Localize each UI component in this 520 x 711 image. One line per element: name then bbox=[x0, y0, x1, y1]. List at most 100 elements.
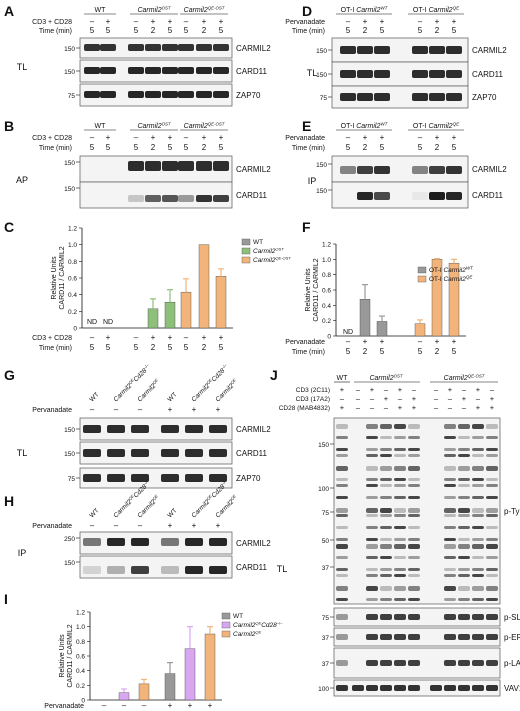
protein-band bbox=[458, 484, 470, 487]
band bbox=[131, 449, 149, 457]
band bbox=[162, 44, 178, 51]
legend-swatch bbox=[241, 238, 251, 246]
mw-marker: 150 bbox=[64, 451, 75, 458]
y-tick-label: 1.2 bbox=[322, 242, 331, 249]
time-label: Time (min) bbox=[39, 145, 72, 152]
protein-band bbox=[394, 586, 406, 591]
protein-band bbox=[366, 598, 378, 601]
lane-sign: – bbox=[356, 394, 361, 403]
band bbox=[446, 46, 462, 54]
protein-band bbox=[472, 556, 484, 559]
lane-sign: + bbox=[151, 333, 156, 342]
protein-band bbox=[336, 526, 348, 529]
lane-time: 5 bbox=[346, 26, 351, 35]
group-label: Carmil2OST bbox=[137, 121, 170, 130]
lane-sign: – bbox=[114, 521, 119, 530]
protein-band bbox=[486, 508, 498, 513]
lane-time: 5 bbox=[106, 143, 111, 152]
protein-band bbox=[380, 568, 392, 571]
protein-band bbox=[408, 496, 420, 499]
lane-sign: + bbox=[435, 17, 440, 26]
group-label: OT-I Carmil2WT bbox=[341, 6, 389, 15]
mw-marker: 37 bbox=[322, 635, 330, 642]
y-tick-label: 0.2 bbox=[76, 683, 85, 690]
band bbox=[107, 538, 125, 546]
lane-sign: + bbox=[452, 337, 457, 346]
band bbox=[213, 44, 229, 51]
lane-time: 2 bbox=[435, 347, 440, 356]
band bbox=[472, 685, 484, 691]
condition-label: Pervanadate bbox=[285, 339, 325, 346]
protein-band bbox=[366, 454, 378, 457]
band bbox=[336, 685, 348, 691]
band bbox=[84, 44, 100, 51]
lane-sign: + bbox=[462, 394, 467, 403]
protein-band bbox=[486, 424, 498, 429]
protein-band bbox=[380, 514, 392, 517]
bar bbox=[147, 308, 159, 329]
band bbox=[446, 166, 462, 174]
bar-chart-C bbox=[79, 227, 233, 329]
bar bbox=[184, 648, 196, 701]
lane-sign: + bbox=[106, 17, 111, 26]
time-label: Time (min) bbox=[292, 145, 325, 152]
mw-marker: 37 bbox=[322, 565, 330, 572]
legend-swatch bbox=[221, 630, 231, 638]
lane-sign: + bbox=[380, 17, 385, 26]
lane-sign: + bbox=[202, 17, 207, 26]
band bbox=[429, 93, 445, 101]
protein-band bbox=[472, 484, 484, 487]
protein-band bbox=[380, 556, 392, 559]
legend-swatch bbox=[241, 256, 251, 264]
legend-label: WT bbox=[253, 239, 263, 246]
band bbox=[357, 166, 373, 174]
mw-marker: 150 bbox=[318, 442, 329, 449]
y-tick-label: 0.8 bbox=[322, 272, 331, 279]
band bbox=[408, 685, 420, 691]
blot-label: CARD11 bbox=[236, 449, 268, 458]
lane-time: 5 bbox=[90, 26, 95, 35]
protein-band bbox=[336, 496, 348, 499]
condition-label: CD3 + CD28 bbox=[32, 135, 72, 142]
band bbox=[196, 91, 212, 98]
condition-label: CD3 + CD28 bbox=[32, 335, 72, 342]
protein-band bbox=[408, 466, 420, 471]
bar bbox=[138, 683, 150, 701]
band bbox=[178, 44, 194, 51]
band bbox=[394, 685, 406, 691]
blot-card11 bbox=[79, 555, 233, 579]
band bbox=[83, 566, 101, 574]
protein-band bbox=[394, 508, 406, 513]
lane-sign: – bbox=[370, 403, 375, 412]
band bbox=[357, 192, 373, 200]
y-tick-label: 0 bbox=[327, 334, 331, 341]
protein-band bbox=[336, 586, 348, 591]
protein-band bbox=[444, 568, 456, 571]
band bbox=[412, 192, 428, 200]
band bbox=[486, 685, 498, 691]
protein-band bbox=[472, 586, 484, 591]
band bbox=[486, 614, 498, 620]
protein-band bbox=[336, 514, 348, 517]
protein-band bbox=[486, 454, 498, 457]
band bbox=[357, 93, 373, 101]
protein-band bbox=[486, 514, 498, 517]
band bbox=[472, 660, 484, 666]
y-axis-label: CARD11 / CARMIL2 bbox=[59, 246, 66, 309]
y-tick-label: 0.4 bbox=[68, 292, 77, 299]
condition-label: Pervanadate bbox=[285, 19, 325, 26]
lane-sign: – bbox=[184, 133, 189, 142]
band bbox=[107, 425, 125, 433]
protein-band bbox=[472, 496, 484, 499]
lane-sign: + bbox=[412, 394, 417, 403]
protein-band bbox=[472, 436, 484, 439]
lane-sign: + bbox=[370, 385, 375, 394]
lane-sign: + bbox=[216, 405, 221, 414]
mw-marker: 250 bbox=[64, 536, 75, 543]
band bbox=[380, 614, 392, 620]
protein-band bbox=[336, 454, 348, 457]
band bbox=[412, 93, 428, 101]
band bbox=[100, 91, 116, 98]
lane-sign: – bbox=[340, 394, 345, 403]
band bbox=[380, 634, 392, 640]
